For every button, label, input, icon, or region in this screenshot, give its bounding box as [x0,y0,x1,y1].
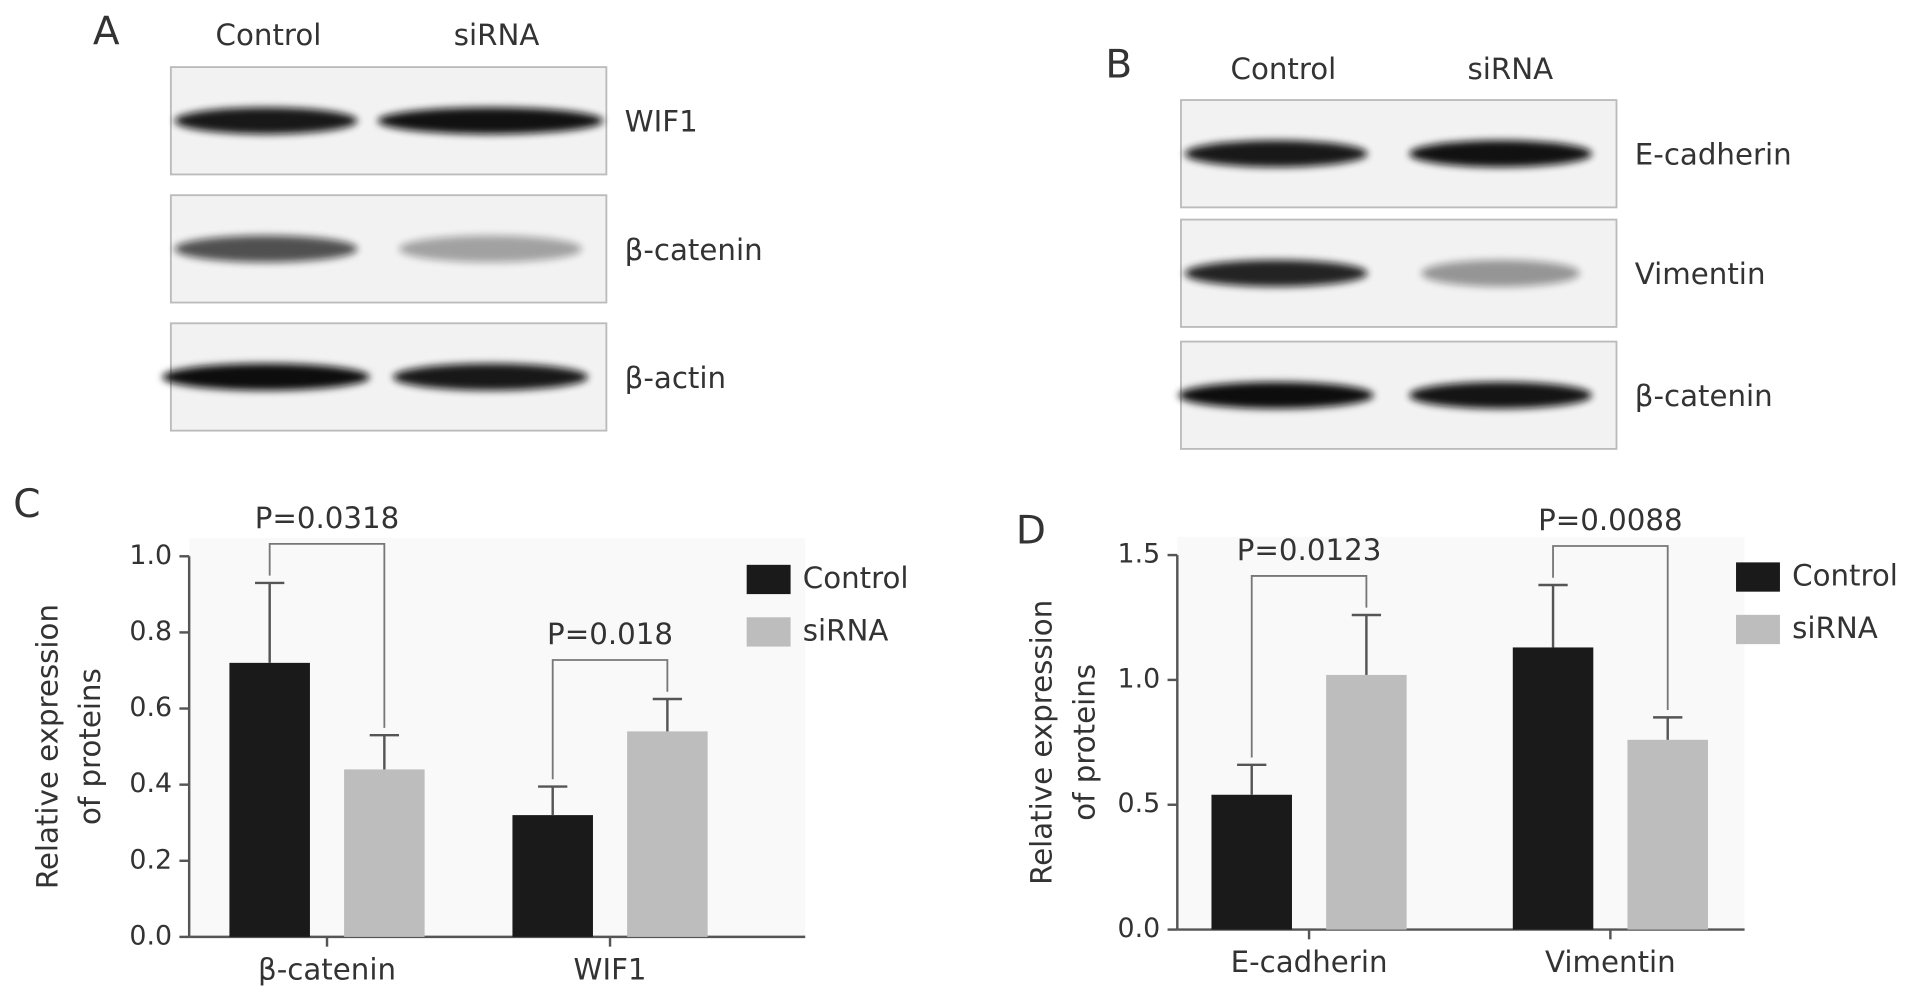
column-header: siRNA [1468,52,1554,86]
blot-band [162,363,370,391]
y-tick-label: 0.8 [129,616,172,647]
error-bar [255,581,285,663]
significance-bracket [268,542,386,728]
error-bar [652,697,683,732]
row-label: β-catenin [625,233,763,267]
bar [1326,674,1407,930]
error-bar [1538,583,1568,648]
x-tick-label: Vimentin [1545,945,1676,979]
y-axis-label: Relative expression [30,604,64,889]
bar [1211,794,1292,930]
blot-band [1178,381,1374,409]
row-label: β-catenin [1635,379,1773,413]
error-bar [1237,763,1267,795]
y-axis-label: Relative expression [1025,600,1059,885]
error-bar [1351,613,1382,675]
blot-band [398,235,582,263]
y-tick-label: 0.6 [129,692,172,723]
y-tick-label: 0.5 [1118,788,1161,819]
significance-bracket [1552,545,1669,711]
y-tick-label: 1.0 [129,540,172,571]
p-value: P=0.0088 [1538,503,1683,537]
y-tick-label: 1.5 [1118,539,1161,570]
row-label: β-actin [625,361,726,395]
legend-label: Control [1792,559,1898,593]
legend-swatch [746,564,791,595]
error-bar [1653,716,1683,740]
y-tick-label: 0.4 [129,768,172,799]
panel-label: B [1105,43,1132,88]
legend-swatch [746,617,791,647]
x-tick-label: E-cadherin [1231,945,1388,979]
blot-band [1409,381,1593,409]
blot-band [174,235,358,263]
blot-band [1409,140,1593,168]
blot-band [377,107,604,135]
legend-label: Control [803,561,909,595]
row-label: WIF1 [625,105,698,139]
error-bar [538,785,568,816]
blot-band [1184,140,1368,168]
bar [1512,647,1594,930]
p-value: P=0.0123 [1237,533,1382,567]
p-value: P=0.018 [547,617,673,651]
y-tick-label: 1.0 [1118,663,1161,694]
y-tick-label: 0.0 [129,920,172,951]
significance-bracket [551,659,669,780]
column-header: siRNA [454,18,540,52]
bar [344,769,425,937]
x-tick-label: β-catenin [258,953,396,987]
column-header: Control [216,18,322,52]
y-tick-label: 0.2 [129,844,172,875]
y-axis-label: of proteins [1067,664,1101,821]
panel-label: D [1016,509,1046,554]
row-label: E-cadherin [1635,138,1792,172]
bar [512,815,593,937]
bar [1627,739,1708,930]
blot-band [174,107,358,135]
blot-band [392,363,589,391]
legend-label: siRNA [803,613,889,647]
y-axis-label: of proteins [73,668,107,825]
column-header: Control [1231,52,1337,86]
panel-label: C [13,482,40,527]
legend-swatch [1736,614,1780,645]
bar [229,662,310,937]
legend-label: siRNA [1792,611,1878,645]
error-bar [369,733,399,770]
legend-swatch [1736,562,1780,592]
bar [627,731,708,937]
row-label: Vimentin [1635,257,1766,291]
y-tick-label: 0.0 [1118,913,1161,944]
blot-band [1184,259,1368,287]
p-value: P=0.0318 [255,501,400,535]
panel-label: A [93,10,120,55]
x-tick-label: WIF1 [574,953,647,987]
significance-bracket [1250,575,1368,758]
blot-band [1421,259,1580,287]
